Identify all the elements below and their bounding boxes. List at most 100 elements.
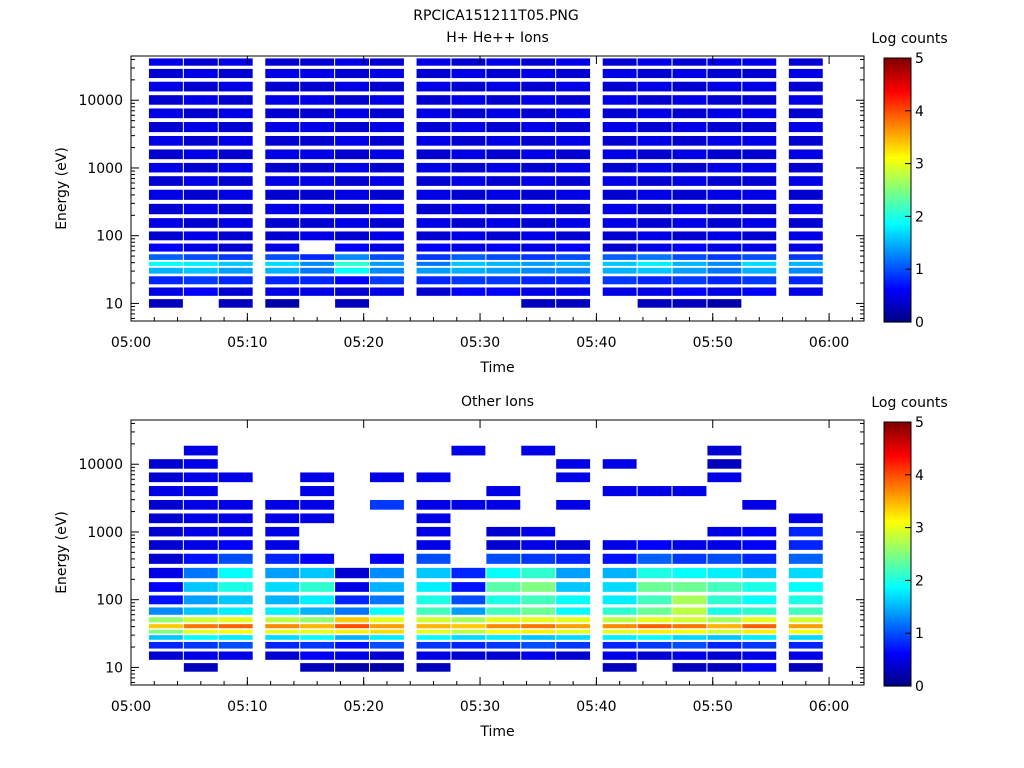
p1-colorbar-band xyxy=(884,422,911,426)
p1-cell xyxy=(183,629,218,634)
p0-colorbar-band xyxy=(884,142,911,146)
p0-cell xyxy=(672,287,707,296)
p0-colorbar-band xyxy=(884,134,911,138)
p0-colorbar-band xyxy=(884,129,911,133)
p0-cell xyxy=(218,218,253,228)
p0-cell xyxy=(742,95,777,105)
p0-cell xyxy=(602,254,637,260)
p0-cell xyxy=(451,243,486,252)
p0-cell xyxy=(416,135,451,146)
p1-colorbar-band xyxy=(884,524,911,529)
p0-cell xyxy=(265,287,300,296)
p1-cell xyxy=(265,617,300,623)
p1-cell xyxy=(707,629,742,634)
p0-colorbar-band xyxy=(884,184,911,188)
p1-cell xyxy=(637,641,672,649)
p0-cell xyxy=(556,176,591,186)
p1-x-tick-label: 05:10 xyxy=(227,699,267,715)
p0-title: H+ He++ Ions xyxy=(446,30,549,46)
p1-colorbar-tick-label: 2 xyxy=(915,573,924,589)
p0-cell xyxy=(788,68,823,79)
p1-colorbar-band xyxy=(884,659,911,663)
p1-colorbar-band xyxy=(884,517,911,521)
p0-colorbar-band xyxy=(884,311,911,315)
p0-cell xyxy=(416,108,451,119)
p1-cell xyxy=(521,553,556,564)
p1-cell xyxy=(148,582,183,592)
p1-cell xyxy=(602,567,637,579)
p1-cell xyxy=(451,582,486,592)
p0-cell xyxy=(183,81,218,92)
p1-colorbar-tick-label: 4 xyxy=(915,468,924,484)
p1-cell xyxy=(521,582,556,592)
p1-cell xyxy=(370,629,404,634)
p0-cell xyxy=(370,81,404,92)
p0-cell xyxy=(637,231,672,241)
p1-cell xyxy=(742,567,777,579)
p0-cell xyxy=(148,243,183,252)
p1-cell xyxy=(265,540,300,550)
p1-cell xyxy=(521,617,556,623)
p1-cell xyxy=(183,526,218,537)
p0-cell xyxy=(707,299,742,308)
p0-cell xyxy=(486,162,521,173)
p1-cell xyxy=(335,607,370,615)
p0-colorbar-band xyxy=(884,261,911,265)
p0-cell xyxy=(416,203,451,215)
p0-cell xyxy=(556,189,591,200)
p0-cell xyxy=(637,58,672,66)
p0-colorbar-band xyxy=(884,153,911,157)
p1-colorbar-band xyxy=(884,614,911,618)
p0-cell xyxy=(416,176,451,186)
p0-cell xyxy=(788,122,823,133)
p1-cell xyxy=(742,553,777,564)
p0-cell xyxy=(148,176,183,186)
p0-cell xyxy=(148,254,183,260)
p0-cell xyxy=(602,261,637,266)
p1-cell xyxy=(742,624,777,629)
p0-cell xyxy=(335,218,370,228)
p0-cell xyxy=(707,267,742,274)
p1-cell xyxy=(707,540,742,550)
p0-cell xyxy=(265,58,300,66)
p0-cell xyxy=(788,176,823,186)
p1-cell xyxy=(707,472,742,483)
p1-cell xyxy=(265,595,300,605)
p1-cell xyxy=(707,445,742,456)
p0-colorbar-band xyxy=(884,110,911,115)
p0-colorbar-band xyxy=(884,192,911,196)
p1-cell xyxy=(521,635,556,640)
p1-cell xyxy=(183,595,218,605)
p0-cell xyxy=(218,68,253,79)
p0-cell xyxy=(707,176,742,186)
p1-y-axis-label: Energy (eV) xyxy=(54,511,70,594)
p1-colorbar-band xyxy=(884,543,911,547)
p1-cell xyxy=(602,553,637,564)
p1-cell xyxy=(416,513,451,524)
p0-colorbar-band xyxy=(884,295,911,299)
p1-cell xyxy=(707,459,742,469)
p0-cell xyxy=(451,254,486,260)
p0-cell xyxy=(218,149,253,160)
p0-colorbar-band xyxy=(884,290,911,294)
p0-cell xyxy=(637,122,672,133)
p0-colorbar-band xyxy=(884,314,911,318)
p1-cell xyxy=(556,641,591,649)
p0-cell xyxy=(788,81,823,92)
p1-y-tick-label: 10000 xyxy=(78,457,123,473)
p1-cell xyxy=(300,499,335,510)
p0-colorbar-band xyxy=(884,266,911,270)
p1-cell xyxy=(451,651,486,660)
p1-colorbar-band xyxy=(884,506,911,510)
p1-cell xyxy=(486,499,521,510)
p0-cell xyxy=(742,108,777,119)
p1-cell xyxy=(183,499,218,510)
p1-cell xyxy=(602,540,637,550)
p1-cell xyxy=(556,553,591,564)
p1-colorbar-band xyxy=(884,609,911,613)
p1-cell xyxy=(788,607,823,615)
p0-cell xyxy=(218,243,253,252)
p0-colorbar-band xyxy=(884,216,911,220)
p1-cell xyxy=(788,553,823,564)
p1-cell xyxy=(218,540,253,550)
